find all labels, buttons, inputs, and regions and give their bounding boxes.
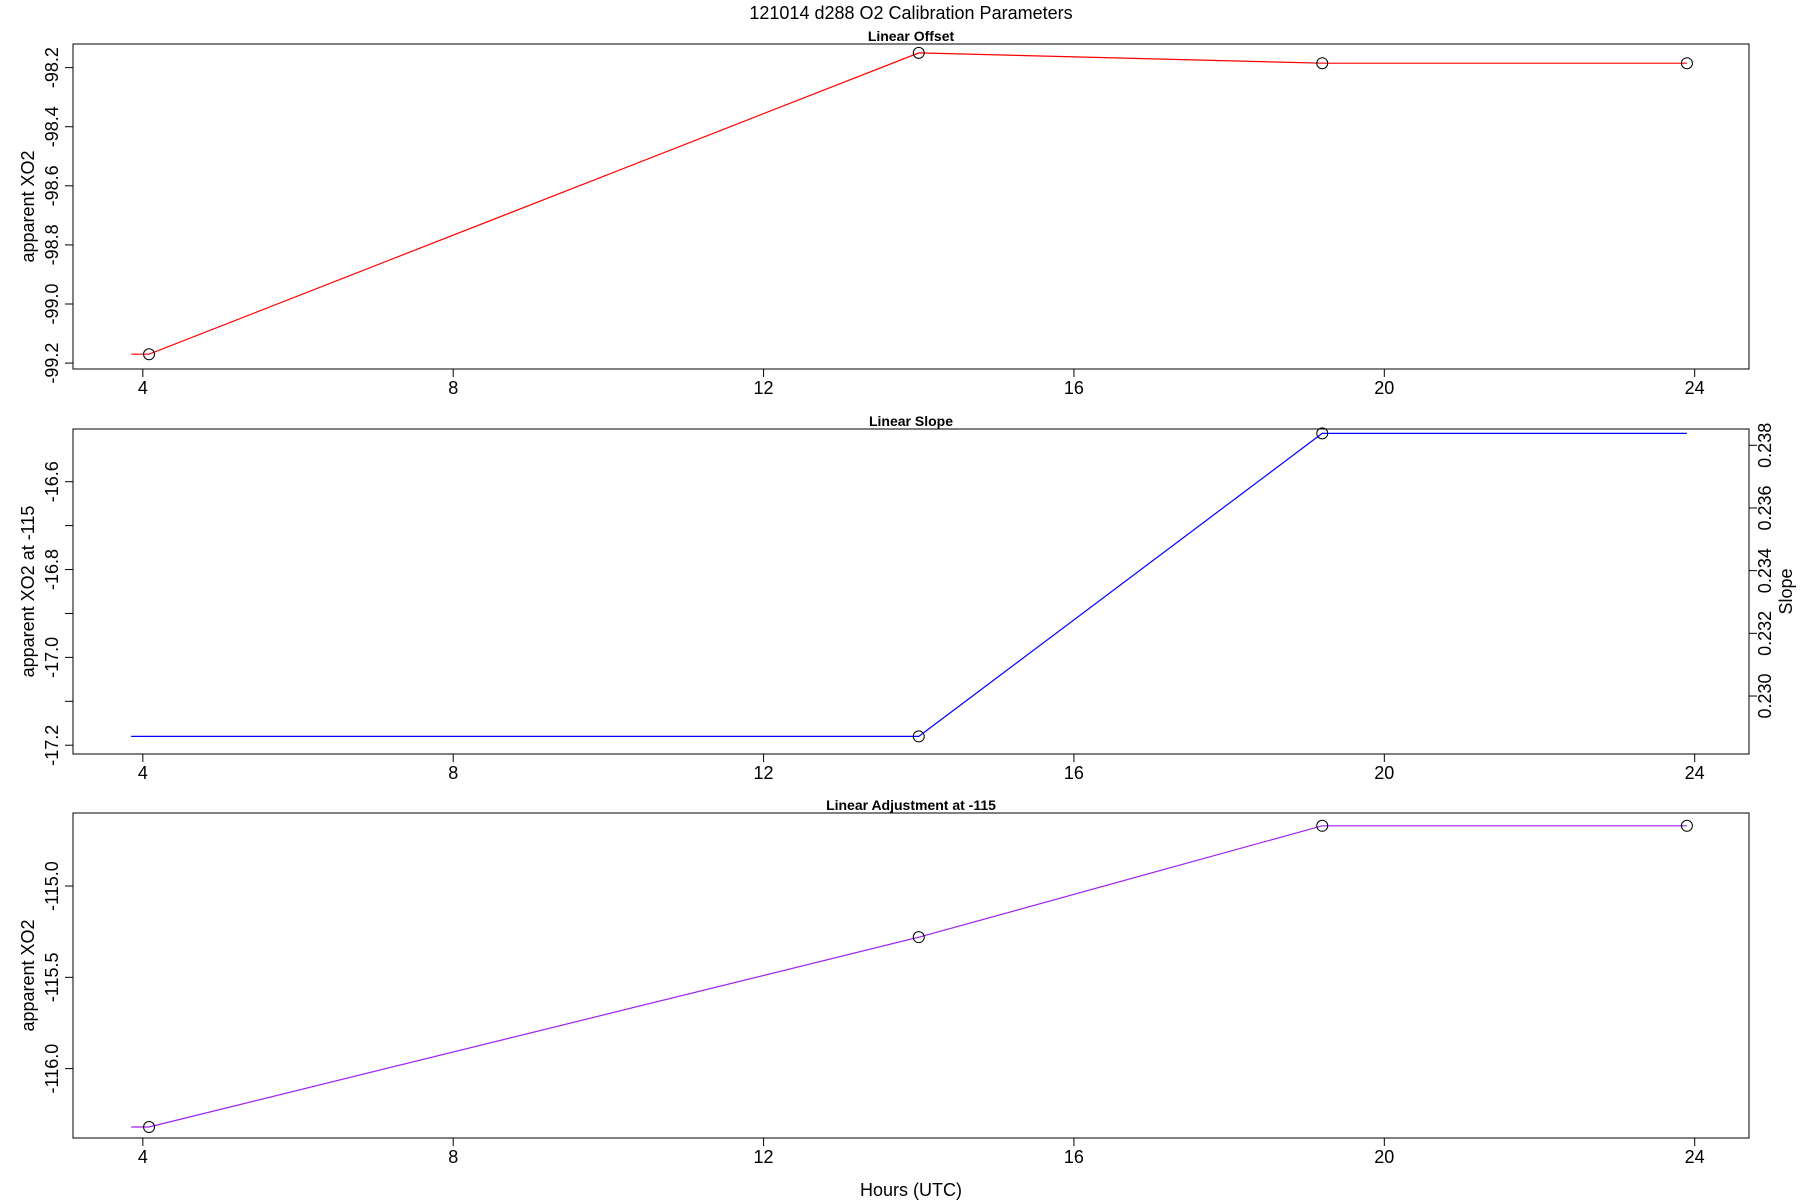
- x-tick-label: 4: [138, 763, 148, 783]
- y-tick-label: -98.6: [42, 165, 62, 206]
- panel-2: Linear Slope 4 8 12 16 20 24 -17.2 -17.0 -16.8 -16…: [18, 413, 1796, 783]
- panel-title: Linear Adjustment at -115: [826, 797, 996, 813]
- x-axis-label: Hours (UTC): [860, 1180, 962, 1200]
- x-tick-label: 16: [1064, 378, 1084, 398]
- data-point: [1316, 819, 1329, 832]
- x-tick-label: 24: [1685, 763, 1705, 783]
- y-right-tick-label: 0.230: [1755, 673, 1775, 718]
- data-point: [143, 1121, 156, 1134]
- series-line: [131, 432, 1687, 738]
- y-tick-label: -116.0: [42, 1044, 62, 1094]
- x-tick-label: 4: [138, 378, 148, 398]
- data-point: [143, 348, 156, 361]
- figure-title: 121014 d288 O2 Calibration Parameters: [749, 3, 1072, 23]
- y-tick-label: -17.0: [42, 637, 62, 678]
- data-point: [912, 730, 925, 743]
- x-tick-label: 24: [1685, 1147, 1705, 1167]
- y-tick-label: -17.2: [42, 725, 62, 766]
- y-right-tick-label: 0.232: [1755, 611, 1775, 656]
- y-axis-label: apparent XO2 at -115: [18, 506, 38, 678]
- data-point: [912, 46, 925, 59]
- data-point: [1680, 819, 1693, 832]
- panel-1: Linear Offset 4 8 12 16 20 24 -99.2 -99.0 -98.8 -9…: [18, 28, 1750, 398]
- y-tick-label: -99.2: [42, 343, 62, 384]
- y-tick-label: -98.4: [42, 106, 62, 147]
- panel-3: Linear Adjustment at -115 4 8 12 16 20 24 -116.…: [18, 797, 1750, 1167]
- series-line: [131, 52, 1687, 355]
- y-tick-label: -99.0: [42, 283, 62, 324]
- x-tick-label: 12: [754, 1147, 774, 1167]
- x-tick-label: 12: [754, 763, 774, 783]
- data-point: [1316, 57, 1329, 70]
- y-tick-label: -16.8: [42, 549, 62, 590]
- x-tick-label: 20: [1374, 1147, 1394, 1167]
- data-point: [1316, 427, 1329, 440]
- y-right-axis-label: Slope: [1776, 568, 1796, 614]
- y-tick-label: -115.5: [42, 952, 62, 1002]
- x-tick-label: 8: [448, 1147, 458, 1167]
- data-point: [912, 931, 925, 944]
- y-right-tick-label: 0.236: [1755, 485, 1775, 530]
- x-tick-label: 16: [1064, 763, 1084, 783]
- y-axis-label: apparent XO2: [18, 150, 38, 262]
- x-tick-label: 20: [1374, 763, 1394, 783]
- x-tick-label: 4: [138, 1147, 148, 1167]
- data-point: [1680, 57, 1693, 70]
- y-tick-label: -115.0: [42, 861, 62, 911]
- y-tick-label: -16.6: [42, 461, 62, 502]
- y-tick-label: -98.8: [42, 224, 62, 265]
- y-right-tick-label: 0.234: [1755, 548, 1775, 593]
- x-tick-label: 8: [448, 763, 458, 783]
- y-axis-label: apparent XO2: [18, 919, 38, 1031]
- panel-title: Linear Offset: [868, 28, 955, 44]
- x-tick-label: 20: [1374, 378, 1394, 398]
- x-tick-label: 16: [1064, 1147, 1084, 1167]
- plot-frame: [72, 812, 1750, 1139]
- y-right-tick-label: 0.238: [1755, 423, 1775, 468]
- plot-frame: [72, 43, 1750, 370]
- plot-frame: [72, 428, 1750, 755]
- x-tick-label: 24: [1685, 378, 1705, 398]
- y-tick-label: -98.2: [42, 47, 62, 88]
- x-tick-label: 8: [448, 378, 458, 398]
- x-tick-label: 12: [754, 378, 774, 398]
- panel-title: Linear Slope: [869, 413, 953, 429]
- series-line: [131, 825, 1687, 1128]
